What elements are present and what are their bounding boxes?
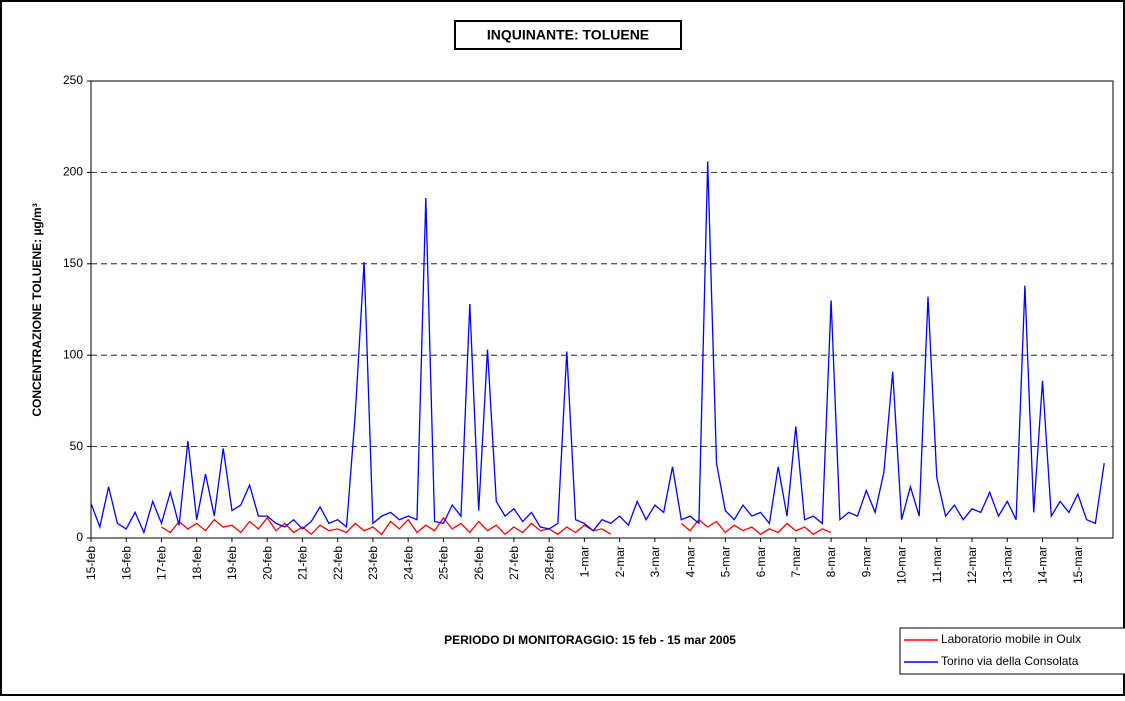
x-tick-label: 13-mar — [1000, 546, 1014, 584]
y-tick-label: 200 — [63, 165, 83, 179]
x-tick-label: 3-mar — [648, 546, 662, 577]
x-tick-label: 27-feb — [507, 546, 521, 580]
x-tick-label: 26-feb — [472, 546, 486, 580]
y-tick-label: 50 — [70, 439, 84, 453]
x-tick-label: 2-mar — [613, 546, 627, 577]
plot-area — [90, 80, 1114, 539]
series-line — [680, 518, 832, 536]
y-tick-label: 0 — [76, 530, 83, 544]
x-tick-label: 18-feb — [190, 546, 204, 580]
x-tick-label: 15-mar — [1071, 546, 1085, 584]
x-tick-label: 14-mar — [1036, 546, 1050, 584]
x-tick-label: 8-mar — [824, 546, 838, 577]
x-tick-label: 25-feb — [437, 546, 451, 580]
x-tick-label: 19-feb — [225, 546, 239, 580]
legend-label: Torino via della Consolata — [941, 654, 1079, 668]
x-tick-label: 10-mar — [895, 546, 909, 584]
x-tick-label: 4-mar — [683, 546, 697, 577]
x-tick-label: 22-feb — [331, 546, 345, 580]
x-tick-label: 7-mar — [789, 546, 803, 577]
legend-label: Laboratorio mobile in Oulx — [941, 632, 1081, 646]
x-tick-label: 24-feb — [401, 546, 415, 580]
legend — [899, 627, 1125, 675]
chart-title: INQUINANTE: TOLUENE — [487, 27, 649, 43]
y-axis-label: CONCENTRAZIONE TOLUENE: µg/m³ — [30, 203, 44, 416]
x-tick-label: 21-feb — [296, 546, 310, 580]
y-tick-label: 250 — [63, 73, 83, 87]
x-tick-label: 28-feb — [542, 546, 556, 580]
x-tick-label: 16-feb — [119, 546, 133, 580]
x-tick-label: 17-feb — [155, 546, 169, 580]
series-line — [161, 516, 612, 536]
x-tick-label: 23-feb — [366, 546, 380, 580]
x-tick-label: 15-feb — [84, 546, 98, 580]
y-tick-label: 100 — [63, 347, 83, 361]
title-box — [454, 20, 682, 50]
x-tick-label: 12-mar — [965, 546, 979, 584]
x-axis-label: PERIODO DI MONITORAGGIO: 15 feb - 15 mar… — [444, 633, 736, 647]
x-tick-label: 9-mar — [859, 546, 873, 577]
y-tick-label: 150 — [63, 256, 83, 270]
x-tick-label: 5-mar — [719, 546, 733, 577]
x-tick-label: 1-mar — [578, 546, 592, 577]
x-tick-label: 20-feb — [260, 546, 274, 580]
series-line — [90, 161, 1105, 535]
x-tick-label: 11-mar — [930, 546, 944, 583]
x-tick-label: 6-mar — [754, 546, 768, 577]
